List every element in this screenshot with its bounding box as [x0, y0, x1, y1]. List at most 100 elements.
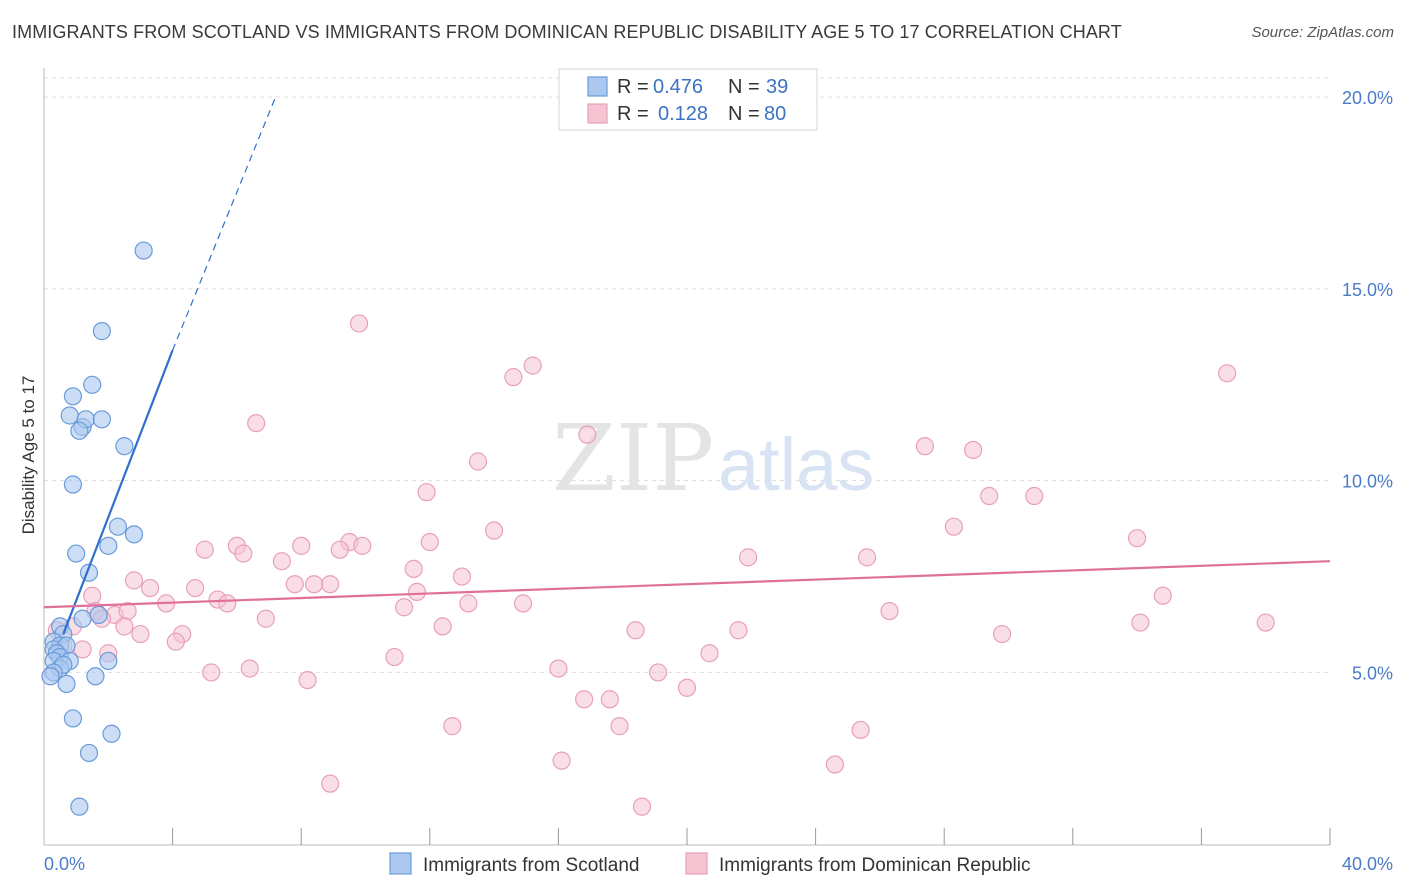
legend-n-label-2: N = [728, 103, 760, 125]
dominican-point-39 [459, 594, 478, 613]
dominican-point-3 [1218, 364, 1237, 383]
dominican-point-50 [1131, 613, 1150, 632]
y-tick-label-1: 10.0% [1342, 472, 1393, 492]
trend-lines [43, 96, 1331, 635]
x-tick-label-0: 0.0% [44, 854, 85, 874]
dominican-point-14 [1127, 529, 1147, 548]
legend-r-value-1: 0.476 [653, 76, 703, 98]
dominican-point-30 [304, 575, 324, 594]
bottom-legend-label-dominican: Immigrants from Dominican Republic [719, 855, 1031, 876]
chart-title: IMMIGRANTS FROM SCOTLAND VS IMMIGRANTS F… [12, 22, 1122, 42]
dominican-point-13 [485, 521, 504, 540]
axes [43, 68, 1331, 846]
dominican-point-43 [880, 601, 899, 621]
dominican-point-19 [195, 540, 214, 559]
dominican-point-68 [202, 663, 221, 682]
series-scotland-points [41, 241, 153, 816]
y-tick-label-2: 15.0% [1342, 280, 1393, 300]
legend-n-value-2: 80 [764, 103, 786, 125]
dominican-point-23 [738, 548, 758, 567]
dominican-point-4 [247, 414, 266, 433]
dominican-point-67 [648, 663, 668, 682]
scotland-point-3 [63, 387, 83, 406]
dominican-point-74 [443, 717, 462, 736]
dominican-point-78 [825, 755, 844, 774]
dominican-point-10 [980, 486, 999, 506]
bottom-legend-swatch-dominican [685, 852, 708, 875]
x-tick-labels: 0.0% 40.0% [44, 854, 1393, 874]
scotland-point-28 [99, 651, 118, 671]
dominican-point-65 [385, 647, 404, 667]
dominican-point-57 [729, 621, 748, 640]
x-tick-label-1: 40.0% [1342, 854, 1393, 874]
dominican-point-77 [552, 751, 571, 770]
dominican-point-49 [433, 617, 452, 636]
scotland-point-9 [115, 437, 134, 456]
legend-box: R = 0.476 N = 39 R = 0.128 N = 80 [558, 68, 818, 131]
scotland-trend-line [62, 349, 174, 635]
y-tick-label-3: 20.0% [1342, 88, 1393, 108]
dominican-point-58 [992, 624, 1012, 644]
scotland-point-8 [70, 421, 89, 440]
watermark-zip: ZIP [552, 405, 714, 512]
dominican-point-40 [513, 594, 533, 613]
dominican-point-42 [394, 598, 414, 617]
legend-r-label-1: R = [617, 76, 649, 98]
dominican-point-0 [349, 314, 369, 333]
dominican-point-70 [298, 670, 317, 690]
scotland-point-14 [99, 536, 118, 555]
legend-swatch-dominican [587, 103, 608, 124]
dominican-point-6 [915, 437, 935, 456]
legend-n-value-1: 39 [766, 76, 788, 98]
dominican-point-60 [166, 632, 185, 651]
legend-r-label-2: R = [617, 103, 649, 125]
scotland-point-17 [73, 609, 92, 628]
dominican-point-26 [404, 559, 423, 578]
dominican-point-17 [353, 536, 372, 555]
scotland-point-37 [79, 743, 99, 763]
scotland-point-2 [83, 375, 102, 394]
dominican-point-25 [272, 552, 292, 571]
dominican-point-72 [575, 690, 594, 709]
dominican-point-18 [292, 536, 311, 555]
dominican-point-32 [140, 578, 160, 598]
dominican-point-76 [851, 720, 870, 740]
legend-swatch-scotland [587, 76, 608, 97]
dominican-point-34 [407, 582, 427, 601]
dominican-point-22 [234, 544, 253, 563]
dominican-point-1 [523, 356, 542, 375]
dominican-point-69 [549, 659, 568, 678]
dominican-point-59 [131, 624, 150, 644]
y-tick-labels: 5.0% 10.0% 15.0% 20.0% [1342, 88, 1393, 683]
dominican-point-56 [626, 621, 645, 640]
dominican-point-7 [964, 440, 983, 460]
dominican-point-48 [256, 609, 275, 628]
scotland-point-35 [63, 709, 83, 728]
dominican-point-11 [1025, 486, 1044, 506]
y-tick-label-0: 5.0% [1352, 663, 1393, 683]
dominican-point-71 [677, 678, 697, 697]
scotland-point-38 [70, 797, 89, 816]
dominican-point-66 [240, 659, 259, 678]
scotland-point-16 [89, 605, 108, 625]
y-axis-title: Disability Age 5 to 17 [19, 376, 38, 535]
dominican-point-9 [417, 483, 436, 502]
dominican-point-24 [857, 548, 877, 567]
dominican-point-33 [186, 578, 205, 598]
dominican-point-80 [632, 797, 652, 816]
dominican-point-35 [83, 586, 102, 605]
dominican-point-2 [504, 368, 523, 387]
scotland-point-12 [124, 525, 144, 544]
scotland-point-10 [63, 475, 83, 494]
dominican-point-51 [1256, 613, 1275, 632]
scotland-point-13 [67, 544, 86, 563]
dominican-point-31 [321, 575, 340, 594]
scotland-point-32 [41, 667, 60, 686]
dominican-point-21 [330, 540, 349, 559]
dominican-point-73 [600, 690, 619, 709]
dominican-point-75 [610, 717, 629, 736]
scotland-point-34 [57, 674, 76, 694]
dominican-point-37 [1153, 586, 1172, 605]
dominican-point-12 [944, 517, 963, 536]
